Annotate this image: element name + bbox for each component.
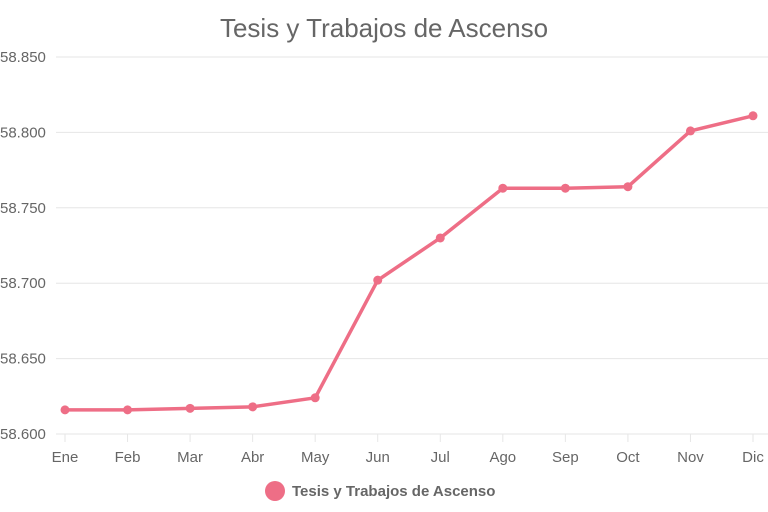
x-tick-label: Sep xyxy=(552,449,579,466)
x-tick-label: Oct xyxy=(616,449,640,466)
data-point[interactable] xyxy=(373,275,383,285)
y-tick-label: 58.750 xyxy=(0,200,46,217)
x-tick-label: Ene xyxy=(52,449,79,466)
data-point[interactable] xyxy=(248,402,258,412)
data-point[interactable] xyxy=(623,182,633,192)
grid-lines xyxy=(56,56,768,435)
series-layer xyxy=(60,111,758,415)
chart-title: Tesis y Trabajos de Ascenso xyxy=(220,13,548,43)
x-tick-label: Feb xyxy=(115,449,141,466)
x-tick-label: May xyxy=(301,449,330,466)
x-tick-label: Ago xyxy=(489,449,516,466)
data-point[interactable] xyxy=(185,403,195,413)
y-tick-label: 58.800 xyxy=(0,124,46,141)
legend[interactable]: Tesis y Trabajos de Ascenso xyxy=(265,481,495,501)
data-point[interactable] xyxy=(60,405,70,415)
data-point[interactable] xyxy=(560,183,570,193)
x-tick-label: Dic xyxy=(742,449,764,466)
x-tick-label: Abr xyxy=(241,449,264,466)
data-point[interactable] xyxy=(748,111,758,121)
legend-swatch xyxy=(265,481,285,501)
data-point[interactable] xyxy=(498,183,508,193)
x-tick-label: Jul xyxy=(431,449,450,466)
y-tick-label: 58.850 xyxy=(0,49,46,66)
y-tick-label: 58.600 xyxy=(0,426,46,443)
y-axis: 58.600 58.650 58.700 58.750 58.800 58.850 xyxy=(0,49,46,443)
data-point[interactable] xyxy=(123,405,133,415)
data-point[interactable] xyxy=(310,393,320,403)
y-tick-label: 58.700 xyxy=(0,275,46,292)
series-line xyxy=(63,114,755,412)
data-point[interactable] xyxy=(435,233,445,243)
x-tick-label: Mar xyxy=(177,449,203,466)
data-point[interactable] xyxy=(685,126,695,136)
x-tick-label: Jun xyxy=(366,449,390,466)
x-axis: Ene Feb Mar Abr May Jun Jul Ago Sep Oct Nov Dic xyxy=(52,434,764,466)
x-tick-label: Nov xyxy=(677,449,704,466)
legend-label: Tesis y Trabajos de Ascenso xyxy=(292,483,495,500)
y-tick-label: 58.650 xyxy=(0,351,46,368)
